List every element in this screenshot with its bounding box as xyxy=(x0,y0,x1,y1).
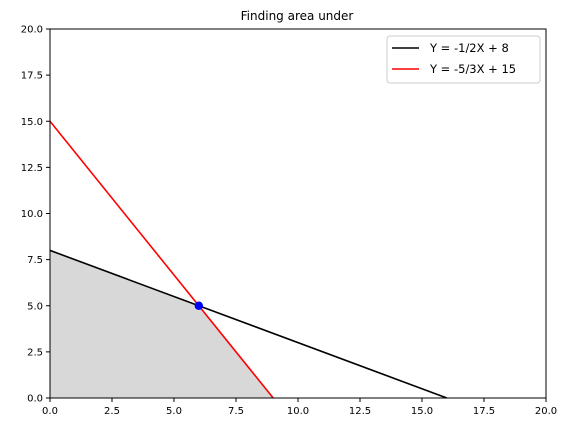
series-line-2 xyxy=(50,120,274,398)
legend-label-2: Y = -5/3X + 15 xyxy=(429,62,516,76)
legend-label-1: Y = -1/2X + 8 xyxy=(429,41,509,55)
intersection-point xyxy=(194,301,203,310)
x-tick-label: 17.5 xyxy=(473,406,495,417)
y-tick-label: 5.0 xyxy=(27,301,43,312)
y-axis: 0.0 2.5 5.0 7.5 10.0 12.5 15.0 17.5 20.0 xyxy=(21,25,50,405)
legend: Y = -1/2X + 8 Y = -5/3X + 15 xyxy=(386,35,541,84)
y-tick-label: 0.0 xyxy=(27,394,43,405)
x-tick-label: 15.0 xyxy=(411,406,433,417)
y-tick-label: 15.0 xyxy=(21,117,43,128)
chart-title: Finding area under xyxy=(241,9,354,23)
y-tick-label: 10.0 xyxy=(21,209,43,220)
x-tick-label: 7.5 xyxy=(228,406,244,417)
y-tick-label: 17.5 xyxy=(21,71,43,82)
y-tick-label: 2.5 xyxy=(27,347,43,358)
x-tick-label: 0.0 xyxy=(42,406,58,417)
x-tick-label: 12.5 xyxy=(349,406,371,417)
y-tick-label: 20.0 xyxy=(21,25,43,36)
shaded-area xyxy=(50,250,274,398)
y-tick-label: 12.5 xyxy=(21,163,43,174)
y-tick-label: 7.5 xyxy=(27,255,43,266)
series-line-1 xyxy=(50,249,448,398)
legend-box xyxy=(386,35,541,84)
x-tick-label: 10.0 xyxy=(287,406,309,417)
x-tick-label: 5.0 xyxy=(166,406,182,417)
plot-area xyxy=(49,28,547,399)
x-tick-label: 20.0 xyxy=(535,406,557,417)
x-tick-label: 2.5 xyxy=(104,406,120,417)
x-axis: 0.0 2.5 5.0 7.5 10.0 12.5 15.0 17.5 20.0 xyxy=(42,398,557,417)
